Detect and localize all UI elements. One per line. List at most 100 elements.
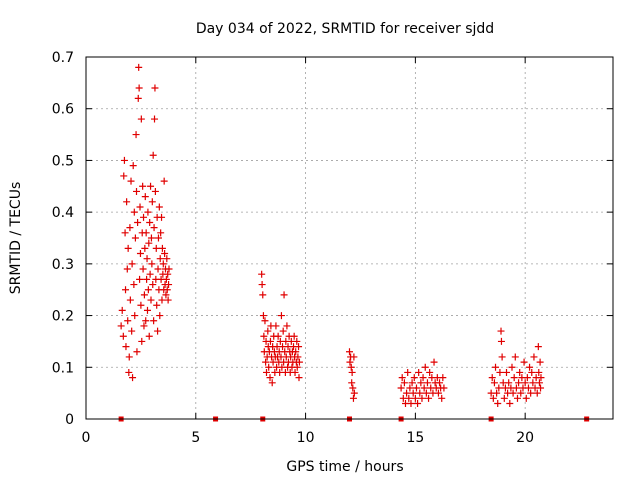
data-point — [142, 317, 150, 325]
data-point — [420, 384, 428, 392]
data-point — [259, 312, 267, 320]
data-point — [141, 244, 149, 252]
data-point — [153, 301, 161, 309]
data-point — [500, 394, 508, 402]
data-point — [264, 327, 272, 335]
data-point — [151, 84, 159, 92]
data-point — [138, 337, 146, 345]
data-point — [528, 368, 536, 376]
data-point — [140, 291, 148, 299]
data-point — [494, 399, 502, 407]
data-point — [158, 244, 166, 252]
data-point — [265, 363, 273, 371]
data-point — [414, 399, 422, 407]
data-point — [423, 379, 431, 387]
x-tick-label: 15 — [406, 430, 424, 446]
data-point — [145, 239, 153, 247]
data-point — [163, 255, 171, 263]
data-point — [426, 368, 434, 376]
data-point — [128, 260, 136, 268]
data-point — [497, 327, 505, 335]
data-point — [140, 322, 148, 330]
data-point — [425, 394, 433, 402]
data-point — [258, 270, 266, 278]
x-tick-label: 20 — [516, 430, 534, 446]
data-point — [136, 275, 144, 283]
data-point — [158, 296, 166, 304]
data-point — [493, 389, 501, 397]
data-point — [349, 384, 357, 392]
data-point — [131, 234, 139, 242]
data-point — [348, 368, 356, 376]
data-point — [146, 218, 154, 226]
data-point — [530, 353, 538, 361]
data-point — [422, 389, 430, 397]
data-point — [123, 265, 131, 273]
data-point — [346, 348, 353, 356]
data-point — [350, 353, 358, 361]
data-point — [439, 374, 447, 382]
data-point — [155, 203, 163, 211]
data-point — [156, 255, 164, 263]
data-point — [535, 379, 543, 387]
data-point — [117, 322, 125, 330]
data-point — [410, 374, 418, 382]
data-point — [266, 374, 274, 382]
data-point — [293, 363, 301, 371]
data-point — [165, 265, 173, 273]
data-point — [144, 286, 152, 294]
data-point — [415, 368, 423, 376]
data-point — [409, 389, 417, 397]
data-point — [130, 208, 138, 216]
data-point — [119, 332, 127, 340]
data-point — [156, 312, 164, 320]
data-point — [146, 270, 154, 278]
data-point — [412, 384, 420, 392]
y-tick-label: 0.3 — [52, 257, 74, 273]
data-point — [488, 374, 496, 382]
data-point — [280, 291, 288, 299]
data-point — [295, 374, 303, 382]
data-point — [272, 322, 280, 330]
data-point — [164, 270, 172, 278]
data-point — [159, 260, 167, 268]
data-point — [496, 368, 504, 376]
data-point — [125, 368, 133, 376]
data-point — [122, 286, 130, 294]
data-point — [133, 187, 141, 195]
data-point — [506, 399, 514, 407]
chart-title: Day 034 of 2022, SRMTID for receiver sjd… — [196, 21, 494, 37]
data-point — [144, 208, 152, 216]
data-point — [143, 306, 151, 314]
data-point — [516, 368, 524, 376]
data-point — [165, 281, 173, 289]
data-point — [510, 374, 518, 382]
data-point — [492, 363, 500, 371]
data-point — [434, 389, 442, 397]
y-tick-label: 0.2 — [52, 309, 74, 325]
y-tick-label: 0 — [65, 412, 74, 428]
data-point — [133, 348, 141, 356]
data-point — [123, 198, 131, 206]
data-point — [536, 358, 544, 366]
data-point — [349, 394, 357, 402]
data-point — [150, 317, 158, 325]
data-point — [164, 296, 172, 304]
data-point — [132, 131, 140, 139]
data-point — [407, 399, 415, 407]
data-point — [120, 172, 128, 180]
y-tick-label: 0.1 — [52, 360, 74, 376]
data-point — [122, 343, 130, 351]
data-point — [292, 348, 300, 356]
data-point — [150, 224, 158, 232]
y-tick-label: 0.6 — [52, 102, 74, 118]
data-point — [489, 394, 497, 402]
data-point — [151, 187, 159, 195]
data-point — [120, 156, 128, 164]
data-point — [135, 63, 143, 71]
data-point — [261, 317, 269, 325]
data-point — [126, 296, 134, 304]
data-point — [508, 363, 516, 371]
data-point — [290, 332, 298, 340]
